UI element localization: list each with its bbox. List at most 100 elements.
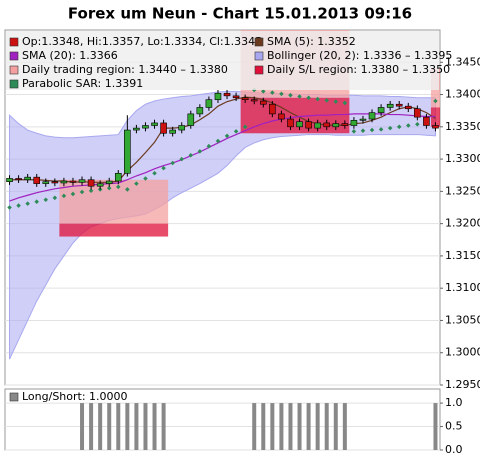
sar-dot: [34, 199, 39, 204]
candle-body: [133, 127, 140, 131]
candle-body: [386, 103, 394, 108]
bar: [161, 403, 166, 450]
legend-swatch: [9, 392, 19, 402]
candle-body: [151, 122, 158, 126]
y-tick-label: 1.3050: [445, 313, 480, 326]
legend-swatch: [9, 79, 19, 89]
y-tick-label: 1.3350: [445, 120, 480, 133]
candle-body: [332, 123, 340, 128]
candle-body: [259, 100, 267, 105]
candle-body: [269, 103, 276, 115]
y-tick-label: 1.3250: [445, 184, 480, 197]
plot-layer: 1.2950 1.3000 1.3050 1.3100 1.3150 1.3200 1.32…: [5, 30, 480, 456]
y-tick-label: 1.3300: [445, 152, 480, 165]
legend-swatch: [254, 51, 264, 61]
legend-label: Daily trading region: 1.3440 – 1.3380: [22, 63, 228, 76]
candle-body: [42, 181, 50, 184]
y-tick-label: 1.2950: [445, 378, 480, 391]
candle-body: [350, 120, 358, 126]
bar: [342, 403, 347, 450]
chart-title: Forex um Neun - Chart 15.01.2013 09:16: [68, 5, 412, 23]
bar: [107, 403, 112, 450]
candle-body: [404, 105, 412, 110]
bar: [324, 403, 329, 450]
candle-body: [178, 125, 186, 131]
candle-body: [60, 180, 68, 184]
sar-dot: [360, 128, 366, 133]
bar: [279, 403, 284, 450]
candle-body: [142, 125, 149, 129]
y-tick-label: 1.3150: [445, 249, 480, 262]
indicator-line: [9, 113, 436, 202]
y-tick-label: 0.5: [445, 420, 463, 433]
sar-dot: [16, 203, 21, 208]
candle-body: [96, 183, 104, 187]
candle-body: [15, 178, 22, 181]
bar: [125, 403, 130, 450]
candle-body: [124, 129, 131, 174]
region: [59, 223, 169, 237]
candle-body: [51, 181, 59, 184]
candle-body: [105, 180, 113, 184]
bar: [306, 403, 311, 450]
legend-label: SMA (5): 1.3352: [267, 35, 356, 48]
legend-label: Op:1.3348, Hi:1.3357, Lo:1.3334, Cl:1.33…: [22, 35, 262, 48]
candle-body: [24, 176, 31, 181]
legend-label: Bollinger (20, 2): 1.3336 – 1.3395: [267, 49, 452, 62]
y-tick-label: 1.3450: [445, 55, 480, 68]
candle-body: [205, 99, 213, 108]
candle-body: [196, 107, 204, 115]
bar: [134, 403, 139, 450]
candle-body: [296, 121, 303, 128]
candle-body: [432, 125, 439, 129]
lower-panel: [4, 388, 441, 451]
legend-label: Parabolic SAR: 1.3391: [22, 77, 143, 90]
legend-box: [6, 31, 439, 90]
legend-swatch: [254, 37, 264, 47]
y-tick-label: 1.3200: [445, 217, 480, 230]
sar-dot: [88, 188, 94, 193]
legend-swatch: [9, 65, 19, 75]
candle-body: [305, 121, 312, 129]
bar: [297, 403, 302, 450]
y-tick-label: 1.3400: [445, 88, 480, 101]
candle-body: [160, 122, 167, 134]
sar-dot: [70, 191, 76, 197]
candle-body: [278, 113, 285, 120]
candle-body: [314, 122, 321, 129]
candle-body: [169, 129, 176, 134]
bar: [116, 403, 121, 450]
candle-body: [69, 180, 77, 183]
candle-body: [377, 107, 385, 113]
candle-body: [214, 92, 222, 101]
candle-body: [368, 112, 376, 120]
candle-body: [250, 99, 258, 102]
candle-body: [223, 92, 231, 97]
bar: [315, 403, 320, 450]
candle-body: [6, 178, 13, 182]
candle-body: [287, 118, 294, 128]
legend-label: SMA (20): 1.3366: [22, 49, 118, 62]
bar: [80, 403, 85, 450]
candle-body: [187, 113, 195, 126]
region: [430, 107, 440, 127]
bar: [433, 403, 438, 450]
candle-body: [87, 179, 95, 187]
bar: [270, 403, 275, 450]
y-tick-label: 1.0: [445, 396, 463, 409]
sar-dot: [378, 127, 384, 132]
bar: [252, 403, 257, 450]
legend-swatch: [9, 51, 19, 61]
sar-dot: [125, 187, 130, 192]
sar-dot: [79, 189, 85, 195]
candle-body: [241, 97, 249, 101]
bar: [288, 403, 293, 450]
bar: [261, 403, 266, 450]
legend-label: Long/Short: 1.0000: [22, 390, 128, 403]
legend-swatch: [9, 37, 19, 47]
candle-body: [78, 179, 86, 183]
y-tick-label: 1.3100: [445, 281, 480, 294]
candle-body: [414, 108, 421, 118]
